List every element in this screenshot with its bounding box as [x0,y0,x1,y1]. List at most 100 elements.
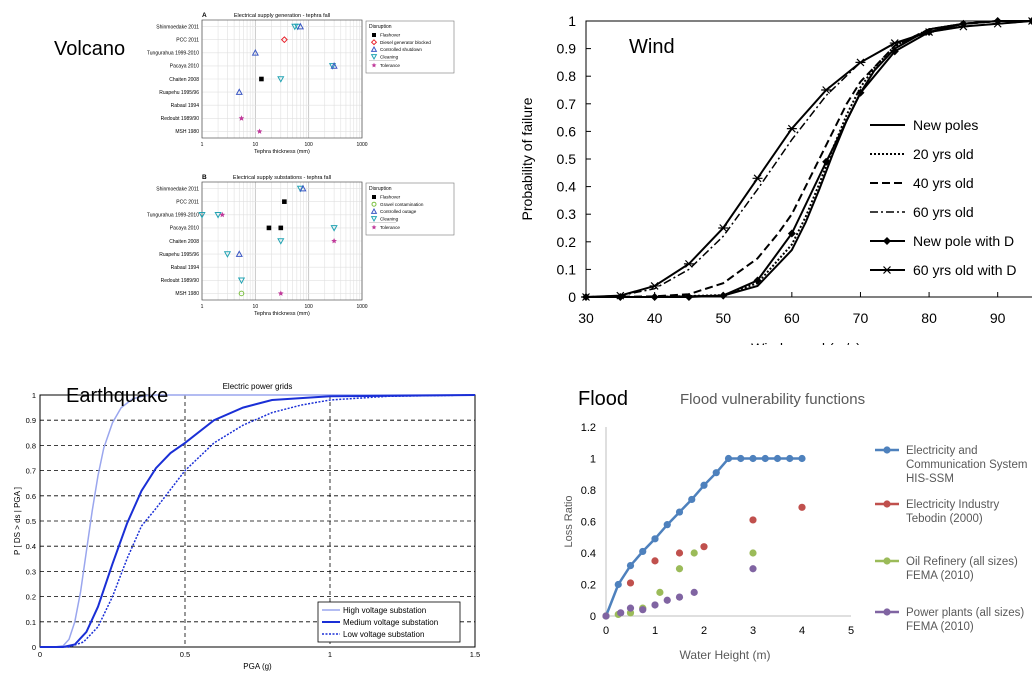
x-axis-label: Tephra thickness (mm) [254,149,310,155]
data-point [251,48,259,56]
data-point [959,19,968,28]
data-point [235,88,243,95]
data-point [328,63,337,70]
category-label: Chaiten 2008 [169,77,199,83]
data-point [724,454,733,463]
category-label: Ruapehu 1995/96 [159,90,199,96]
data-point [690,549,698,557]
category-label: Pacaya 2010 [170,64,199,70]
data-point [626,562,635,570]
data-point [280,36,288,44]
legend-label: New poles [913,117,978,133]
data-point [786,124,797,133]
volcano-chart-b: 1 10 100 1000 Shinmoedake 2011 PCC 2011 Tungur… [147,174,455,317]
legend-marker [883,237,891,245]
data-point [737,454,745,463]
data-point [259,76,264,82]
legend-marker [370,207,378,214]
y-tick-label: 0.6 [581,517,596,529]
legend-label: Oil Refinery (all sizes) [906,556,1018,568]
data-point [753,276,762,285]
x-tick-label: 0 [603,625,609,637]
data-point [651,601,659,609]
data-point [650,293,659,301]
legend-label: Electricity and [906,445,978,457]
data-point [798,454,806,463]
data-point [773,454,782,463]
data-point [614,580,622,589]
legend-label: Medium voltage substation [343,618,438,627]
data-point [639,547,647,556]
legend-marker [370,39,378,46]
earthquake-label: Earthquake [66,385,169,407]
plot-frame [201,19,363,139]
data-point [626,579,635,587]
data-point [299,184,307,192]
data-point [219,211,226,218]
data-point [238,115,245,121]
flood-label: Flood [578,388,629,410]
x-tick-label: 30 [578,310,594,326]
panel-letter: A [202,12,207,19]
volcano-chart-a: 1 10 100 1000 Shinmoedake 2011 PCC 2011 Tungur… [147,12,455,155]
legend-marker [372,195,376,199]
data-point [761,454,769,463]
x-tick-label: 10 [253,304,259,310]
data-point [787,229,796,238]
data-point [712,469,720,477]
data-point [663,596,671,604]
data-point [639,606,647,614]
legend-label: FEMA (2010) [906,570,974,582]
series-line [586,20,1032,298]
y-axis-label: P [ DS > ds | PGA ] [13,487,22,555]
data-point [890,47,899,56]
legend-label: Flashover [380,33,401,38]
series-line [40,394,475,648]
legend-marker [370,216,378,223]
earthquake-panel: 0 0.1 0.2 0.3 0.4 0.5 0.6 0.7 0.8 0.9 1 0 0.5 1 1.5 Ele… [0,375,500,673]
legend-label: Power plants (all sizes) [906,607,1024,619]
series-line [586,20,1032,298]
data-point [856,88,865,97]
data-point [330,62,338,69]
data-point [651,535,659,543]
data-point [822,157,831,166]
y-tick-label: 0.3 [557,206,577,222]
x-tick-label: 50 [715,310,731,326]
data-point [719,291,728,300]
legend-box [365,20,455,74]
flood-panel: 0 0.2 0.4 0.6 0.8 1 1.2 0 1 2 3 4 5 Flood vulnerabili… [560,375,1032,673]
earthquake-chart: 0 0.1 0.2 0.3 0.4 0.5 0.6 0.7 0.8 0.9 1 0 0.5 1 1.5 Ele… [13,382,480,671]
data-point [651,557,659,565]
legend-label: Diesel generator blocked [380,40,431,45]
category-label: Chaiten 2008 [169,239,199,245]
data-point [214,211,222,219]
category-label: Tungurahua 1999-2010 [147,213,199,219]
data-point [675,508,684,516]
category-label: Redoubt 1989/90 [161,278,200,284]
data-point [330,225,338,232]
y-tick-label: 0.8 [581,485,596,497]
legend-box [317,601,461,643]
data-point [718,224,729,232]
x-tick-label: 0.5 [180,650,190,659]
category-label: Rabaul 1994 [171,265,200,271]
y-tick-label: 0.7 [26,467,36,476]
y-axis-label: Loss Ratio [563,496,575,548]
legend-label: Tebodin (2000) [906,513,983,525]
data-point [958,22,969,31]
legend-label: 20 yrs old [913,146,974,162]
legend-label: HIS-SSM [906,473,954,485]
y-tick-label: 1 [590,454,596,466]
legend-marker [370,45,378,52]
data-point [617,609,625,617]
y-tick-label: 0.6 [557,123,577,139]
data-point [749,565,757,573]
legend-marker [371,201,377,207]
x-tick-label: 1.5 [470,650,480,659]
data-point [282,199,287,204]
flood-chart: 0 0.2 0.4 0.6 0.8 1 1.2 0 1 2 3 4 5 Flood vulnerabili… [563,391,1027,662]
legend-label: Controlled outage [380,209,417,214]
x-tick-label: 1 [328,650,332,659]
legend-label: 60 yrs old with D [913,262,1016,278]
